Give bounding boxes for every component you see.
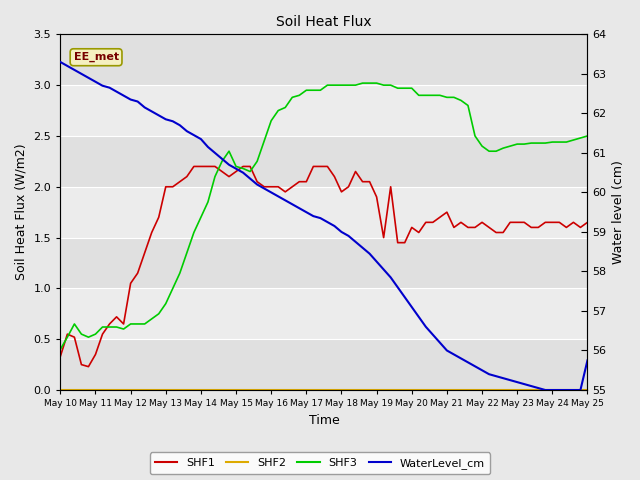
Bar bbox=[60, 35, 588, 85]
X-axis label: Time: Time bbox=[308, 414, 339, 427]
Text: EE_met: EE_met bbox=[74, 52, 118, 62]
Bar bbox=[60, 238, 588, 288]
Bar bbox=[60, 85, 588, 136]
Bar bbox=[60, 136, 588, 187]
Y-axis label: Water level (cm): Water level (cm) bbox=[612, 160, 625, 264]
Y-axis label: Soil Heat Flux (W/m2): Soil Heat Flux (W/m2) bbox=[15, 144, 28, 280]
Legend: SHF1, SHF2, SHF3, WaterLevel_cm: SHF1, SHF2, SHF3, WaterLevel_cm bbox=[150, 453, 490, 474]
Bar bbox=[60, 339, 588, 390]
Title: Soil Heat Flux: Soil Heat Flux bbox=[276, 15, 372, 29]
Bar bbox=[60, 288, 588, 339]
Bar bbox=[60, 187, 588, 238]
